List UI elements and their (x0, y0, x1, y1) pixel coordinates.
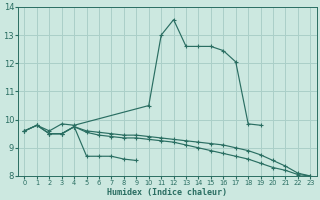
X-axis label: Humidex (Indice chaleur): Humidex (Indice chaleur) (108, 188, 228, 197)
